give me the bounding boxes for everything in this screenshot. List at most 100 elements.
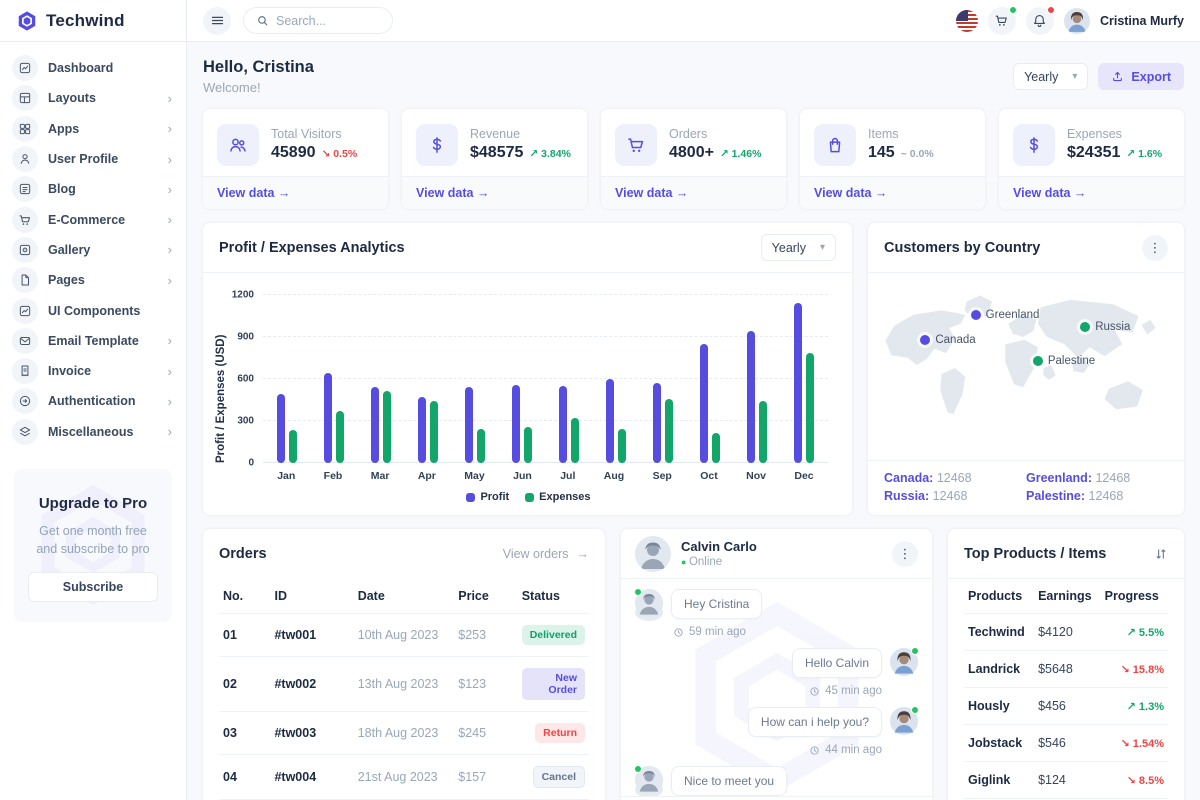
user-name[interactable]: Cristina Murfy (1099, 13, 1184, 28)
order-no: 01 (219, 613, 271, 657)
sidebar-item[interactable]: Email Template › (12, 326, 174, 356)
sidebar-item[interactable]: Apps › (12, 114, 174, 144)
order-no: 04 (219, 754, 271, 800)
bar-expenses (382, 390, 391, 463)
sidebar-item-label: Dashboard (48, 61, 114, 76)
chat-contact-avatar[interactable] (635, 535, 671, 572)
y-axis-tick: 300 (237, 415, 254, 427)
sidebar-item-label: Apps (48, 121, 80, 136)
sidebar-item[interactable]: Pages › (12, 265, 174, 295)
product-name: Giglink (964, 761, 1035, 799)
customers-map-card: Customers by Country ⋮ (868, 223, 1184, 515)
stat-icon (814, 123, 856, 166)
order-no: 03 (219, 711, 271, 755)
country-stats: Canada: 12468 Greenland: 12468 Russia: 1… (868, 460, 1184, 515)
x-axis-tick: Jan (277, 470, 296, 482)
chat-messages: Hey Cristina 59 min ago (621, 579, 932, 800)
sidebar-item-icon (12, 297, 38, 324)
notifications-button[interactable] (1025, 5, 1055, 35)
sidebar-item-label: Pages (48, 273, 85, 288)
legend-label: Profit (480, 491, 510, 503)
view-orders-link[interactable]: View orders → (503, 547, 589, 561)
sidebar-item[interactable]: Gallery › (12, 235, 174, 265)
sidebar-item[interactable]: User Profile › (12, 144, 174, 174)
view-data-link[interactable]: View data → (601, 176, 786, 209)
brand-name: Techwind (46, 10, 125, 30)
sidebar-item-label: E-Commerce (48, 212, 126, 227)
bar-profit (464, 386, 473, 463)
bar-expenses (476, 429, 485, 463)
period-select[interactable]: Yearly ▾ (1013, 63, 1089, 90)
clock-icon (809, 745, 820, 756)
hamburger-menu-button[interactable] (203, 6, 231, 35)
sidebar-item-icon (12, 176, 38, 203)
stat-delta: 1.46% (720, 148, 762, 160)
view-data-link[interactable]: View data → (999, 176, 1184, 209)
export-label: Export (1131, 69, 1171, 84)
sidebar-item-label: Blog (48, 182, 76, 197)
chat-kebab-menu-button[interactable]: ⋮ (892, 540, 918, 567)
sidebar-item[interactable]: Blog › (12, 174, 174, 204)
cart-icon (994, 13, 1009, 28)
world-map-graphic (885, 295, 1156, 414)
stat-label: Revenue (470, 127, 521, 141)
gridline (263, 294, 828, 295)
product-row: Jobstack $546 1.54% (964, 724, 1168, 762)
view-data-link[interactable]: View data → (402, 176, 587, 209)
view-data-link[interactable]: View data → (203, 176, 388, 209)
kebab-menu-button[interactable]: ⋮ (1142, 234, 1168, 261)
language-flag-button[interactable] (955, 9, 978, 32)
bar-profit (794, 303, 803, 463)
bar-group (323, 295, 344, 463)
sidebar-item-icon (12, 55, 38, 82)
gridline (263, 336, 828, 337)
chat-message: Nice to meet you 42 min ago (634, 765, 918, 800)
chevron-right-icon: › (167, 151, 172, 167)
country-value: 12468 (1095, 471, 1131, 485)
message-time: 59 min ago (673, 626, 762, 638)
view-data-link[interactable]: View data → (800, 176, 985, 209)
bar-profit (700, 344, 709, 463)
chevron-right-icon: › (167, 90, 172, 106)
search-input[interactable] (276, 13, 376, 28)
country-name: Canada: (884, 471, 934, 485)
export-button[interactable]: Export (1098, 63, 1184, 90)
stat-value: 4800+ (669, 144, 714, 161)
x-axis-tick: Mar (370, 470, 390, 482)
search-icon (256, 14, 269, 27)
sidebar-item[interactable]: Authentication › (12, 386, 174, 416)
order-price: $123 (454, 656, 518, 712)
page-header: Hello, Cristina Welcome! Yearly ▾ Export (203, 58, 1184, 95)
sidebar-item[interactable]: Dashboard › (12, 53, 174, 83)
search-box (243, 7, 393, 34)
user-avatar[interactable] (1063, 7, 1090, 34)
sidebar-item-icon (12, 327, 38, 354)
sidebar-item[interactable]: UI Components › (12, 295, 174, 325)
product-earnings: $456 (1034, 687, 1101, 725)
cart-button[interactable] (987, 5, 1017, 35)
subscribe-button[interactable]: Subscribe (27, 572, 159, 603)
bar-group (559, 295, 579, 463)
chart-period-select[interactable]: Yearly ▾ (760, 234, 836, 261)
order-id: #tw003 (270, 711, 354, 755)
order-date: 18th Aug 2023 (353, 711, 455, 755)
sidebar-item[interactable]: Invoice › (12, 356, 174, 386)
brand-logo[interactable]: Techwind (0, 0, 186, 42)
orders-table: No. ID Date Price Status 01 (219, 579, 589, 800)
sort-button[interactable] (1154, 547, 1168, 561)
legend-item: Profit (466, 491, 509, 503)
stat-card: Expenses $24351 1.6% View data → (999, 109, 1184, 209)
stat-value: $24351 (1067, 144, 1121, 161)
sidebar-item[interactable]: E-Commerce › (12, 204, 174, 234)
view-data-label: View data (814, 186, 872, 200)
stat-delta: 3.84% (529, 148, 571, 160)
x-axis-tick: Apr (417, 470, 436, 482)
message-avatar (634, 765, 663, 798)
product-progress: 15.8% (1121, 664, 1164, 676)
chevron-right-icon: › (167, 424, 172, 440)
bar-profit (653, 382, 662, 463)
upgrade-title: Upgrade to Pro (38, 494, 148, 512)
sidebar-item[interactable]: Miscellaneous › (12, 417, 174, 447)
sidebar-item[interactable]: Layouts › (12, 83, 174, 113)
